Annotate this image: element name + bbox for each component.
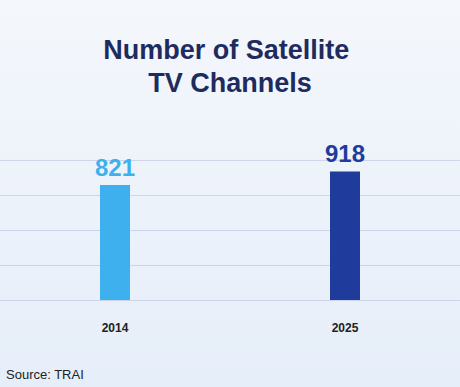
svg-text:Number of Satellite: Number of Satellite — [103, 35, 357, 65]
svg-text:Source: TRAI: Source: TRAI — [6, 367, 84, 382]
svg-text:2014: 2014 — [102, 321, 129, 335]
svg-text:918: 918 — [325, 140, 365, 167]
svg-text:821: 821 — [95, 154, 135, 181]
svg-text:2025: 2025 — [332, 321, 359, 335]
svg-text:TV Channels: TV Channels — [148, 68, 312, 98]
